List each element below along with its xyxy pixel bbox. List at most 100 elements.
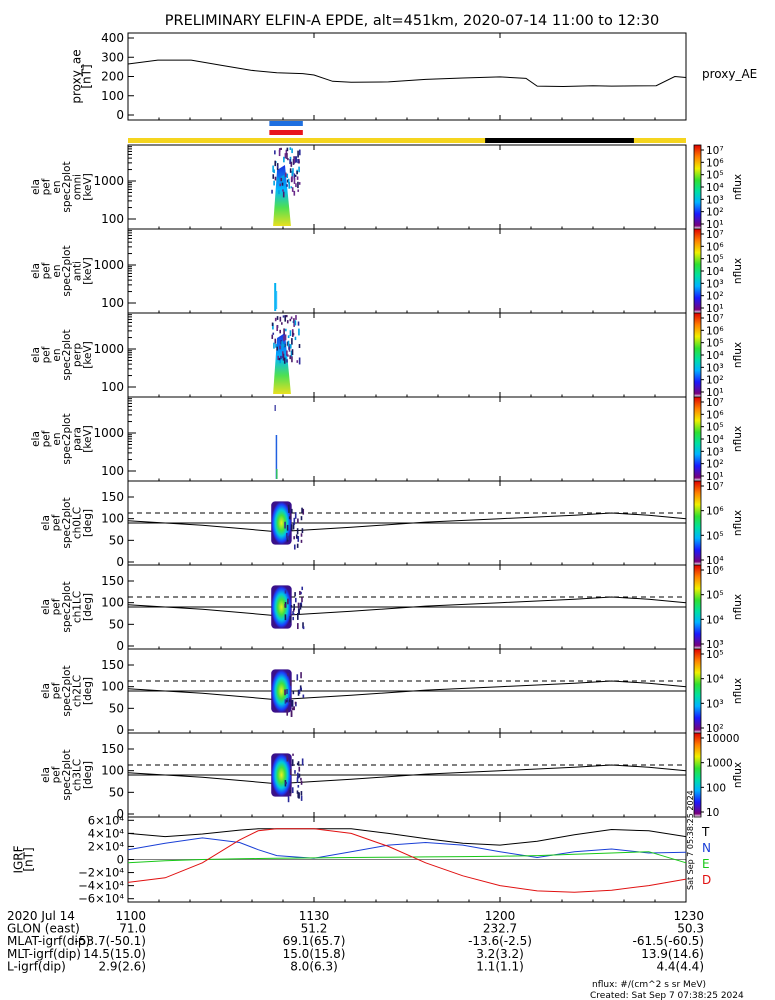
spec-omni-spectrum-fill <box>273 165 291 226</box>
spec-perp-pixel-47 <box>279 345 281 350</box>
spec-omni-pixel-67 <box>278 190 280 195</box>
spec-omni-pixel-47 <box>286 147 289 152</box>
spec-perp-pixel-19 <box>280 355 282 360</box>
spec-omni-pixel-22 <box>278 149 281 157</box>
igrf-ytick-label-6: −6×10⁴ <box>78 892 124 906</box>
spec-anti-ylabel-2: en <box>51 264 63 277</box>
xaxis-row-2-value-3: -61.5(-60.5) <box>633 934 704 948</box>
spec-anti-cbtick-label-5: 10² <box>706 291 724 303</box>
spec-para-cbtick-label-2: 10⁵ <box>706 422 724 434</box>
spec-para-ylabel-4: para <box>72 427 84 451</box>
igrf-series-T <box>127 828 687 846</box>
pa-ch2LC-pixel-27 <box>300 687 302 691</box>
pa-ch3LC-loss-cone-curve <box>127 764 687 785</box>
spec-perp-pixel-51 <box>281 344 284 349</box>
pa-ch3LC-pixel-19 <box>289 790 292 794</box>
xaxis-row-3-value-3: 13.9(14.6) <box>641 947 704 961</box>
spec-omni-frame <box>127 144 687 230</box>
spec-perp-pixel-64 <box>283 335 285 342</box>
spec-perp-pixel-10 <box>290 350 293 357</box>
spec-omni-pixel-58 <box>291 148 293 154</box>
pa-ch0LC-pixel-7 <box>292 523 295 530</box>
pa-ch1LC-pixel-27 <box>284 590 287 594</box>
pa-ch2LC-pixel-20 <box>296 674 299 681</box>
spec-perp-ylabel-1: pef <box>40 346 52 363</box>
xaxis-row-2-value-2: -13.6(-2.5) <box>468 934 532 948</box>
spec-omni-pixel-0 <box>297 181 299 189</box>
spec-para-cbtick-label-0: 10⁷ <box>706 397 724 409</box>
pa-ch0LC-ylabel-2: spec2plot <box>61 497 73 548</box>
xaxis-row-4-value-1: 8.0(6.3) <box>290 959 338 973</box>
pa-ch3LC-colorbar <box>693 732 702 818</box>
spec-perp-pixel-5 <box>284 334 287 341</box>
spec-omni-pixel-53 <box>293 177 296 184</box>
spec-perp-pixel-15 <box>273 342 275 349</box>
pa-ch0LC-pixel-23 <box>296 543 299 548</box>
spec-para-spectrum-fill <box>275 435 278 479</box>
xaxis-row-0-value-0: 1100 <box>115 909 146 923</box>
pa-ch1LC-pixel-18 <box>294 597 297 603</box>
spec-para-ylabel-3: spec2plot <box>61 413 73 464</box>
footer-created: Created: Sat Sep 7 07:38:25 2024 <box>590 991 744 1000</box>
pa-ch2LC-loss-cone-curve <box>127 680 687 701</box>
proxy-ae-ylabel-1: [nT] <box>80 64 94 88</box>
spec-omni-ylabel-2: en <box>51 180 63 193</box>
spec-perp-pixel-43 <box>293 320 295 327</box>
spec-anti-spectrum-fill <box>274 283 277 311</box>
spec-omni-pixel-55 <box>290 161 293 167</box>
pa-ch1LC-pixel-6 <box>284 614 287 621</box>
pa-ch0LC-pixel-1 <box>300 516 303 521</box>
spec-perp-ylabel-4: perp <box>72 343 84 367</box>
pa-ch0LC-ylabel-4: [deg] <box>82 509 94 537</box>
spec-anti-ylabel-1: pef <box>40 262 52 279</box>
spec-omni-pixel-15 <box>276 165 279 168</box>
spec-para-cb-label: nflux <box>732 426 744 452</box>
pa-ch0LC-pixel-17 <box>294 512 297 519</box>
spec-omni-ylabel-1: pef <box>40 178 52 195</box>
spec-anti-frame <box>127 228 687 314</box>
pa-ch1LC-pixel-13 <box>287 598 289 605</box>
pa-ch1LC-pixel-22 <box>284 603 286 608</box>
igrf-ytick-label-0: 6×10⁴ <box>88 813 125 827</box>
spec-omni-pixel-19 <box>293 173 296 180</box>
flag-bar-yellow <box>128 138 686 143</box>
pa-ch3LC-pixel-12 <box>300 795 303 801</box>
xaxis-row-1-value-2: 232.7 <box>483 922 517 936</box>
xaxis-row-3-value-1: 15.0(15.8) <box>283 947 346 961</box>
pa-ch0LC-cbtick-label-2: 10⁵ <box>706 530 724 542</box>
pa-ch0LC-pixel-21 <box>286 532 288 539</box>
spec-anti-spectrum-fill-2 <box>275 291 278 309</box>
pa-ch0LC-ytick-label-3: 0 <box>116 555 124 569</box>
pa-ch1LC-ylabel-3: ch1LC <box>71 591 83 623</box>
spec-omni-pixel-57 <box>281 176 283 183</box>
pa-ch1LC-pixel-19 <box>298 608 300 615</box>
pa-ch1LC-pixel-21 <box>294 592 296 597</box>
xaxis-row-0-value-3: 1230 <box>673 909 704 923</box>
spec-perp-pixel-52 <box>295 315 297 320</box>
spec-para-cbtick-label-3: 10⁴ <box>706 434 724 446</box>
spec-omni-pixel-23 <box>278 148 281 152</box>
igrf-legend-N: N <box>702 841 711 855</box>
pa-ch0LC-pixel-9 <box>293 536 295 540</box>
pa-ch2LC-pixel-21 <box>302 694 305 698</box>
xaxis-row-3-value-2: 3.2(3.2) <box>476 947 524 961</box>
pa-ch3LC-pixel-7 <box>301 758 304 766</box>
pa-ch2LC-pixel-25 <box>288 699 291 703</box>
pa-ch1LC-cbtick-label-1: 10⁵ <box>706 590 724 602</box>
pa-ch2LC-pixel-1 <box>298 689 301 695</box>
spec-omni-cbtick-label-6: 10¹ <box>706 219 724 231</box>
spec-omni-pixel-26 <box>299 149 301 156</box>
spec-anti-ylabel-3: spec2plot <box>61 245 73 296</box>
pa-ch3LC-ylabel-0: ela <box>40 767 52 783</box>
spec-perp-pixel-32 <box>296 360 299 363</box>
proxy-ae-ytick-label-4: 0 <box>116 108 124 122</box>
pa-ch1LC-pixel-15 <box>301 597 303 603</box>
pa-ch1LC-pixel-0 <box>297 612 299 620</box>
spec-perp-pixel-33 <box>281 351 284 355</box>
spec-perp-pixel-16 <box>287 335 290 339</box>
pa-ch1LC-pixel-17 <box>290 605 293 608</box>
pa-ch1LC-pixel-24 <box>292 608 295 612</box>
pa-ch0LC-cbtick-label-1: 10⁶ <box>706 506 724 518</box>
spec-omni-pixel-11 <box>296 176 299 180</box>
spec-omni-pixel-54 <box>298 182 301 185</box>
